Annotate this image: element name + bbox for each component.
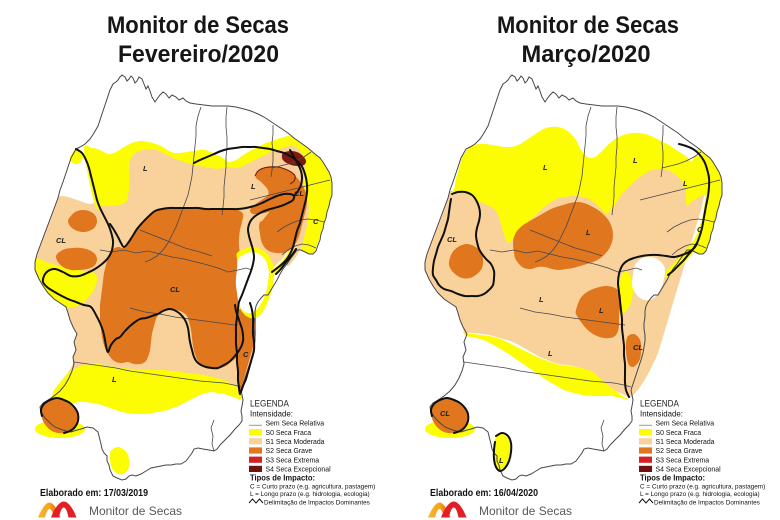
svg-text:CL: CL bbox=[633, 343, 643, 352]
svg-text:Monitor de Secas: Monitor de Secas bbox=[479, 504, 572, 518]
svg-text:L: L bbox=[633, 156, 638, 165]
svg-text:Março/2020: Março/2020 bbox=[522, 41, 651, 68]
svg-text:L: L bbox=[251, 182, 256, 191]
svg-text:CL: CL bbox=[440, 409, 450, 418]
svg-text:Delimitação de Impactos Domina: Delimitação de Impactos Dominantes bbox=[654, 500, 760, 507]
svg-text:S3 Seca Extrema: S3 Seca Extrema bbox=[266, 457, 320, 464]
svg-text:CL: CL bbox=[294, 189, 304, 198]
svg-text:Fevereiro/2020: Fevereiro/2020 bbox=[118, 41, 279, 68]
svg-text:Sem Seca Relativa: Sem Seca Relativa bbox=[266, 421, 325, 428]
svg-text:C: C bbox=[697, 225, 703, 234]
svg-text:Intensidade:: Intensidade: bbox=[640, 409, 683, 419]
svg-text:S1 Seca Moderada: S1 Seca Moderada bbox=[266, 439, 325, 446]
svg-text:L: L bbox=[112, 375, 117, 384]
svg-text:CL: CL bbox=[56, 236, 66, 245]
svg-text:Elaborado em: 17/03/2019: Elaborado em: 17/03/2019 bbox=[40, 487, 148, 499]
svg-text:Monitor de Secas: Monitor de Secas bbox=[107, 12, 289, 39]
svg-text:C: C bbox=[243, 350, 249, 359]
svg-text:C = Curto prazo (e.g. agricult: C = Curto prazo (e.g. agricultura, pasta… bbox=[250, 484, 375, 491]
svg-text:S2 Seca Grave: S2 Seca Grave bbox=[656, 448, 703, 455]
svg-text:C = Curto prazo (e.g. agricult: C = Curto prazo (e.g. agricultura, pasta… bbox=[640, 484, 765, 491]
svg-text:L: L bbox=[548, 349, 553, 358]
svg-text:LEGENDA: LEGENDA bbox=[250, 399, 290, 410]
svg-text:C: C bbox=[313, 217, 319, 226]
svg-text:Monitor de Secas: Monitor de Secas bbox=[497, 12, 679, 39]
svg-text:L: L bbox=[586, 228, 591, 237]
svg-text:L: L bbox=[599, 306, 604, 315]
svg-text:Monitor de Secas: Monitor de Secas bbox=[89, 504, 182, 518]
svg-text:S0 Seca Fraca: S0 Seca Fraca bbox=[656, 430, 702, 437]
svg-text:L: L bbox=[143, 164, 148, 173]
svg-text:Sem Seca Relativa: Sem Seca Relativa bbox=[656, 421, 715, 428]
svg-text:S1 Seca Moderada: S1 Seca Moderada bbox=[656, 439, 715, 446]
svg-text:Intensidade:: Intensidade: bbox=[250, 409, 293, 419]
svg-text:LEGENDA: LEGENDA bbox=[640, 399, 680, 410]
svg-text:S3 Seca Extrema: S3 Seca Extrema bbox=[656, 457, 710, 464]
svg-text:Delimitação de Impactos Domina: Delimitação de Impactos Dominantes bbox=[264, 500, 370, 507]
svg-text:L: L bbox=[499, 456, 504, 465]
svg-text:L = Longo prazo (e.g. hidrolog: L = Longo prazo (e.g. hidrologia, ecolog… bbox=[640, 491, 760, 498]
svg-text:S0 Seca Fraca: S0 Seca Fraca bbox=[266, 430, 312, 437]
svg-text:CL: CL bbox=[170, 285, 180, 294]
svg-text:L = Longo prazo (e.g. hidrolog: L = Longo prazo (e.g. hidrologia, ecolog… bbox=[250, 491, 370, 498]
svg-text:S4 Seca Excepcional: S4 Seca Excepcional bbox=[266, 467, 332, 474]
svg-text:S4 Seca Excepcional: S4 Seca Excepcional bbox=[656, 467, 722, 474]
svg-text:Elaborado em: 16/04/2020: Elaborado em: 16/04/2020 bbox=[430, 487, 538, 499]
svg-text:CL: CL bbox=[447, 235, 457, 244]
svg-text:L: L bbox=[539, 295, 544, 304]
svg-text:Tipos de Impacto:: Tipos de Impacto: bbox=[640, 473, 705, 483]
svg-text:L: L bbox=[543, 163, 548, 172]
svg-text:S2 Seca Grave: S2 Seca Grave bbox=[266, 448, 313, 455]
svg-text:L: L bbox=[683, 179, 688, 188]
svg-text:Tipos de Impacto:: Tipos de Impacto: bbox=[250, 473, 315, 483]
